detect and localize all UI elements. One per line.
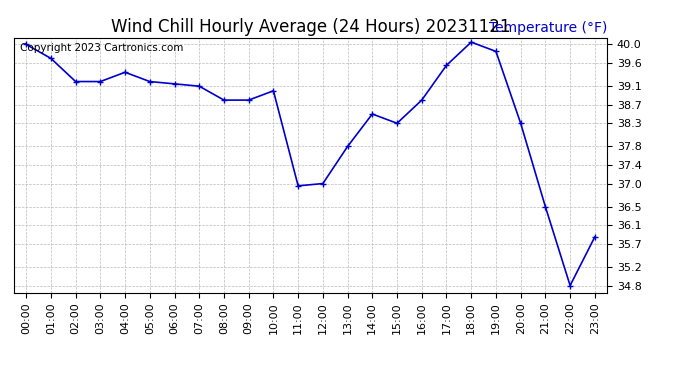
Text: Copyright 2023 Cartronics.com: Copyright 2023 Cartronics.com bbox=[20, 43, 183, 52]
Text: Temperature (°F): Temperature (°F) bbox=[489, 21, 607, 35]
Title: Wind Chill Hourly Average (24 Hours) 20231121: Wind Chill Hourly Average (24 Hours) 202… bbox=[111, 18, 510, 36]
